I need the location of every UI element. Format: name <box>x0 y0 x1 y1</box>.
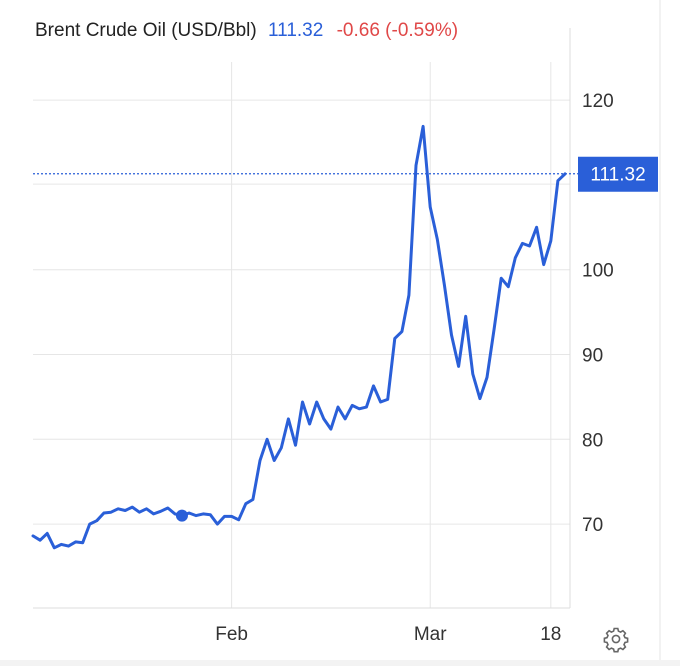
y-tick-label: 120 <box>582 91 614 112</box>
y-tick-label: 100 <box>582 261 614 282</box>
last-price-value: 111.32 <box>590 165 645 186</box>
y-tick-label: 80 <box>582 430 603 451</box>
price-line[interactable] <box>31 124 567 550</box>
grid-lines <box>33 62 570 608</box>
current-price: 111.32 <box>268 20 324 41</box>
price-marker[interactable] <box>175 509 188 522</box>
last-price-tag: 111.32 <box>578 156 658 192</box>
x-tick-label: Feb <box>215 624 248 645</box>
y-tick-label: 90 <box>582 346 603 367</box>
x-tick-label: 18 <box>540 624 561 645</box>
settings-button[interactable] <box>602 625 630 653</box>
y-axis-labels: 70 80 90 100 120 <box>582 91 614 536</box>
chart-header: Brent Crude Oil (USD/Bbl) 111.32 -0.66 (… <box>35 20 458 42</box>
x-tick-label: Mar <box>414 624 447 645</box>
bottom-divider <box>0 660 680 666</box>
y-tick-label: 70 <box>582 515 603 536</box>
gear-icon <box>603 627 629 653</box>
axis-lines <box>33 0 661 666</box>
price-change: -0.66 (-0.59%) <box>336 20 459 41</box>
x-axis-labels: Feb Mar 18 <box>215 624 561 645</box>
instrument-name: Brent Crude Oil (USD/Bbl) <box>35 20 257 41</box>
last-price-badge <box>578 156 658 192</box>
